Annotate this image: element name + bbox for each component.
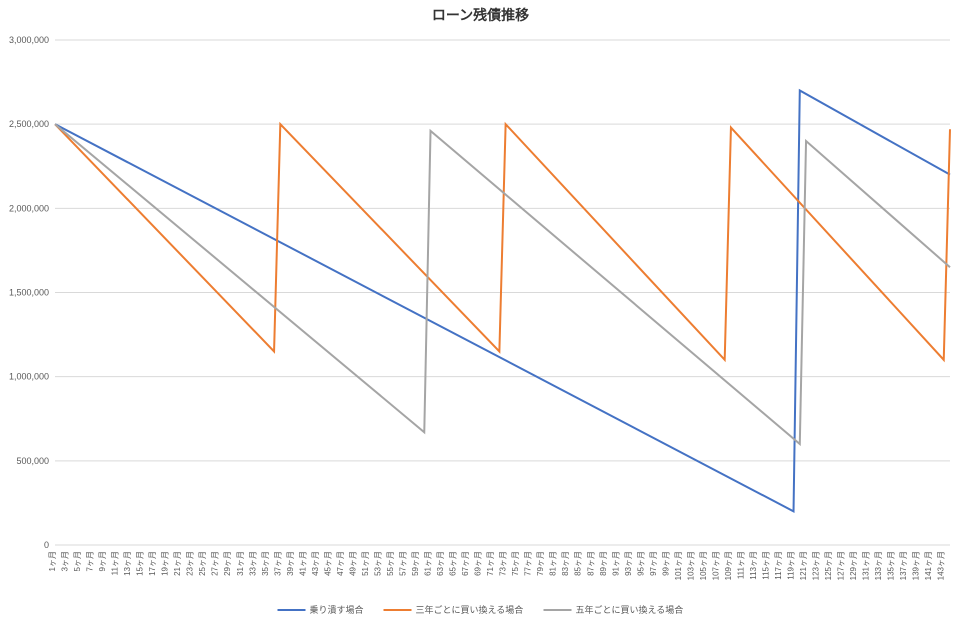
legend-label: 五年ごとに買い換える場合 [576,604,684,615]
x-tick-label: 13ヶ月 [123,551,132,576]
x-tick-label: 141ヶ月 [924,551,933,580]
x-tick-label: 33ヶ月 [248,551,257,576]
x-tick-label: 25ヶ月 [198,551,207,576]
x-tick-label: 105ヶ月 [699,551,708,580]
x-tick-label: 127ヶ月 [837,551,846,580]
y-tick-label: 2,500,000 [9,119,49,129]
x-tick-label: 7ヶ月 [86,551,95,571]
x-tick-label: 137ヶ月 [899,551,908,580]
x-tick-label: 21ヶ月 [173,551,182,576]
x-tick-label: 103ヶ月 [686,551,695,580]
x-tick-label: 67ヶ月 [461,551,470,576]
x-tick-label: 39ヶ月 [286,551,295,576]
x-tick-label: 53ヶ月 [373,551,382,576]
x-tick-label: 87ヶ月 [586,551,595,576]
x-tick-label: 111ヶ月 [736,551,745,579]
series-line-1 [55,124,950,360]
x-tick-label: 109ヶ月 [724,551,733,580]
x-tick-label: 135ヶ月 [887,551,896,580]
x-tick-label: 115ヶ月 [761,551,770,580]
x-tick-label: 121ヶ月 [799,551,808,580]
y-tick-label: 500,000 [16,456,49,466]
chart-title: ローン残債推移 [432,7,529,23]
loan-balance-line-chart: ローン残債推移 0 500,000 1,000,000 1,500,000 2,000,0… [0,0,961,626]
x-tick-label: 69ヶ月 [474,551,483,576]
x-tick-label: 57ヶ月 [398,551,407,576]
x-tick-label: 45ヶ月 [323,551,332,576]
x-tick-label: 71ヶ月 [486,551,495,576]
x-tick-label: 83ヶ月 [561,551,570,576]
x-tick-label: 139ヶ月 [912,551,921,580]
x-tick-label: 55ヶ月 [386,551,395,576]
x-tick-label: 79ヶ月 [536,551,545,576]
x-tick-label: 95ヶ月 [636,551,645,576]
x-tick-label: 113ヶ月 [749,551,758,580]
x-tick-label: 125ヶ月 [824,551,833,580]
x-tick-label: 35ヶ月 [261,551,270,576]
x-tick-label: 75ヶ月 [511,551,520,576]
x-tick-label: 59ヶ月 [411,551,420,576]
y-tick-label: 1,000,000 [9,372,49,382]
x-tick-label: 107ヶ月 [711,551,720,580]
x-tick-label: 65ヶ月 [449,551,458,576]
x-tick-label: 131ヶ月 [862,551,871,580]
y-tick-label: 0 [44,540,49,550]
chart-container: ローン残債推移 0 500,000 1,000,000 1,500,000 2,000,0… [0,0,961,626]
x-tick-label: 15ヶ月 [136,551,145,576]
x-tick-label: 37ヶ月 [273,551,282,576]
x-tick-label: 9ヶ月 [98,551,107,571]
y-tick-label: 2,000,000 [9,203,49,213]
x-tick-label: 5ヶ月 [73,551,82,571]
x-tick-label: 97ヶ月 [649,551,658,576]
x-tick-label: 31ヶ月 [236,551,245,576]
x-tick-label: 47ヶ月 [336,551,345,576]
x-tick-label: 101ヶ月 [674,551,683,580]
x-tick-label: 41ヶ月 [298,551,307,576]
x-tick-label: 91ヶ月 [611,551,620,576]
y-tick-label: 1,500,000 [9,288,49,298]
x-tick-label: 43ヶ月 [311,551,320,576]
x-tick-label: 89ヶ月 [599,551,608,576]
legend-label: 乗り潰す場合 [310,604,364,615]
x-tick-label: 129ヶ月 [849,551,858,580]
x-tick-label: 133ヶ月 [874,551,883,580]
x-tick-label: 19ヶ月 [161,551,170,576]
y-tick-label: 3,000,000 [9,35,49,45]
x-tick-label: 93ヶ月 [624,551,633,576]
x-tick-label: 11ヶ月 [111,551,120,575]
x-tick-label: 23ヶ月 [186,551,195,576]
x-tick-label: 77ヶ月 [524,551,533,576]
x-tick-label: 49ヶ月 [348,551,357,576]
x-tick-label: 99ヶ月 [661,551,670,576]
x-tick-label: 17ヶ月 [148,551,157,576]
x-tick-label: 1ヶ月 [48,551,57,571]
x-tick-label: 117ヶ月 [774,551,783,580]
x-tick-label: 73ヶ月 [499,551,508,576]
x-tick-label: 29ヶ月 [223,551,232,576]
legend-label: 三年ごとに買い換える場合 [416,604,524,615]
x-tick-label: 119ヶ月 [787,551,796,580]
x-tick-label: 61ヶ月 [424,551,433,576]
x-tick-label: 27ヶ月 [211,551,220,576]
x-tick-label: 143ヶ月 [937,551,946,580]
x-tick-label: 85ヶ月 [574,551,583,576]
series-line-2 [55,124,950,444]
x-tick-label: 123ヶ月 [812,551,821,580]
x-tick-label: 63ヶ月 [436,551,445,576]
series-line-0 [55,91,950,512]
x-tick-label: 3ヶ月 [61,551,70,571]
x-tick-label: 81ヶ月 [549,551,558,576]
x-tick-label: 51ヶ月 [361,551,370,576]
